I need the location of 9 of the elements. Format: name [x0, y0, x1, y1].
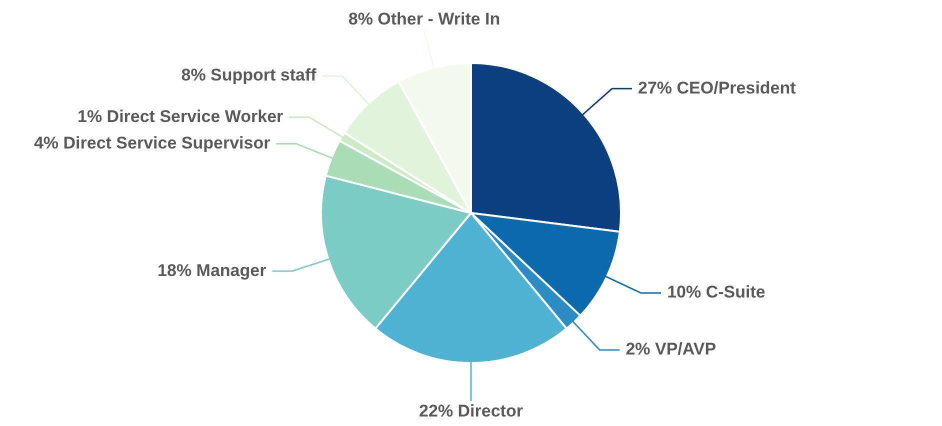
slice-label: 4% Direct Service Supervisor [34, 133, 271, 152]
slice-label: 10% C-Suite [667, 282, 766, 302]
slice-label: 27% CEO/President [638, 78, 796, 98]
slice-label: 8% Support staff [181, 66, 317, 85]
slice-label: 22% Director [419, 402, 524, 421]
slice-label: 1% Direct Service Worker [77, 106, 284, 126]
slice-label: 8% Other - Write In [348, 10, 500, 29]
slice-label: 2% VP/AVP [626, 340, 716, 359]
slice-label: 18% Manager [158, 260, 267, 280]
